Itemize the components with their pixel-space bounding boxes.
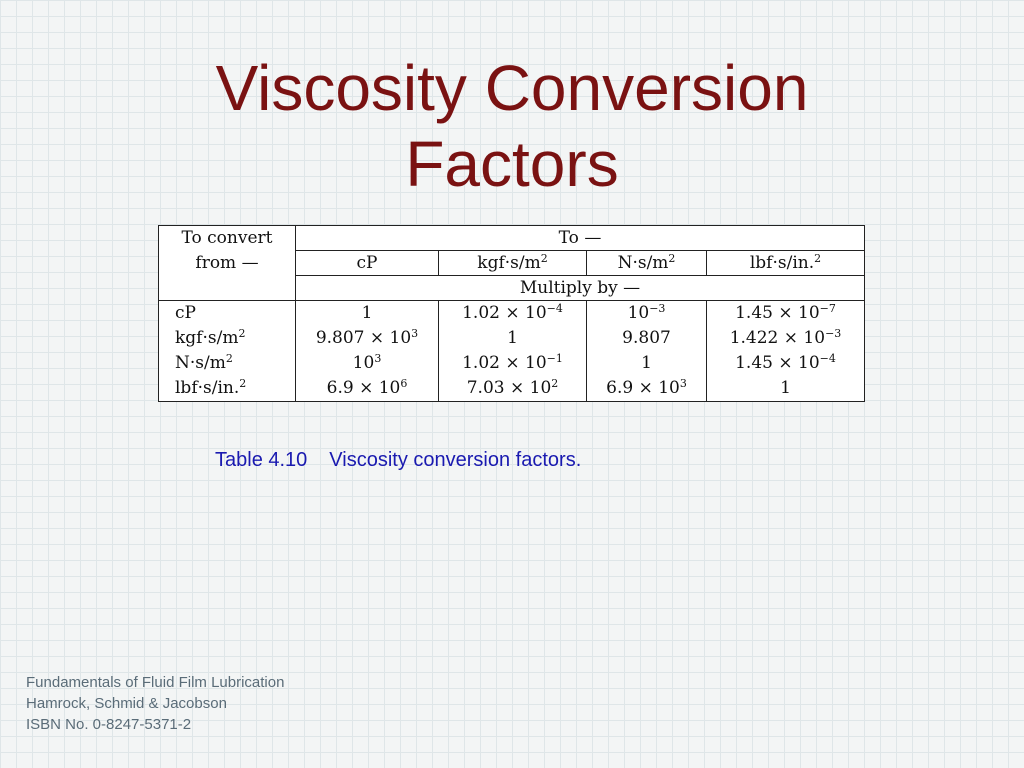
header-from-line2: from —	[195, 253, 259, 273]
table-cell-exponent: 2	[551, 377, 559, 390]
column-header: kgf·s/m2	[439, 252, 586, 274]
caption-text: Viscosity conversion factors.	[329, 449, 582, 471]
table-divider	[295, 250, 864, 251]
table-cell-base: 10	[352, 353, 375, 373]
caption-number: Table 4.10	[215, 449, 308, 471]
table-cell-exponent: 3	[411, 327, 419, 340]
table-cell-exponent: 3	[679, 377, 687, 390]
footer-citation: Fundamentals of Fluid Film Lubrication H…	[26, 672, 284, 735]
footer-authors: Hamrock, Schmid & Jacobson	[26, 695, 227, 712]
table-divider	[586, 301, 587, 401]
table-divider	[586, 251, 587, 276]
table-cell: 1	[439, 327, 586, 349]
table-cell: 7.03 × 102	[439, 377, 586, 399]
header-to: To —	[558, 228, 602, 248]
column-header-base: kgf·s/m	[477, 253, 541, 273]
table-cell-base: 1.45 × 10	[735, 303, 820, 323]
column-header-base: lbf·s/in.	[749, 253, 815, 273]
footer-book-title: Fundamentals of Fluid Film Lubrication	[26, 674, 285, 691]
table-cell-base: 1	[780, 378, 791, 398]
row-label: kgf·s/m2	[175, 327, 295, 349]
column-header-base: N·s/m	[617, 253, 669, 273]
table-cell: 1.02 × 10−4	[439, 302, 586, 324]
row-label: cP	[175, 302, 295, 324]
table-cell: 1.02 × 10−1	[439, 352, 586, 374]
column-header-exponent: 2	[814, 252, 822, 265]
table-cell-base: 9.807	[622, 328, 671, 348]
row-label-base: cP	[175, 303, 196, 323]
table-divider	[706, 251, 707, 276]
footer-isbn: ISBN No. 0-8247-5371-2	[26, 716, 192, 733]
table-cell-exponent: 3	[374, 352, 382, 365]
table-cell-base: 6.9 × 10	[326, 378, 401, 398]
table-divider	[295, 275, 864, 276]
header-from-line1: To convert	[181, 228, 273, 248]
table-cell-exponent: −1	[546, 352, 563, 365]
row-label: N·s/m2	[175, 352, 295, 374]
table-divider	[438, 301, 439, 401]
row-label-exponent: 2	[239, 377, 247, 390]
table-cell: 1.422 × 10−3	[707, 327, 864, 349]
table-cell-exponent: −4	[546, 302, 563, 315]
table-divider	[159, 300, 864, 301]
row-label: lbf·s/in.2	[175, 377, 295, 399]
table-divider	[295, 226, 296, 401]
table-cell: 1	[296, 302, 438, 324]
table-caption: Table 4.10 Viscosity conversion factors.	[215, 449, 581, 472]
row-label-base: lbf·s/in.	[175, 378, 240, 398]
table-cell-base: 6.9 × 10	[606, 378, 680, 398]
column-header: N·s/m2	[587, 252, 706, 274]
column-header-base: cP	[356, 253, 378, 273]
table-cell: 1.45 × 10−4	[707, 352, 864, 374]
table-cell: 6.9 × 106	[296, 377, 438, 399]
column-header: lbf·s/in.2	[707, 252, 864, 274]
table-cell-base: 1.02 × 10	[462, 303, 547, 323]
row-label-exponent: 2	[238, 327, 246, 340]
table-cell-base: 1	[507, 328, 518, 348]
table-cell-base: 7.03 × 10	[466, 378, 552, 398]
table-cell: 1.45 × 10−7	[707, 302, 864, 324]
table-divider	[438, 251, 439, 276]
table-cell: 1	[587, 352, 706, 374]
table-cell-base: 9.807 × 10	[315, 328, 412, 348]
table-cell: 10−3	[587, 302, 706, 324]
table-cell-exponent: −3	[649, 302, 666, 315]
row-label-base: kgf·s/m	[175, 328, 239, 348]
table-cell: 103	[296, 352, 438, 374]
table-cell-base: 1.422 × 10	[729, 328, 826, 348]
table-cell-exponent: −4	[819, 352, 836, 365]
slide-title-line1: Viscosity Conversion	[215, 52, 809, 124]
table-cell: 9.807	[587, 327, 706, 349]
table-cell-base: 10	[627, 303, 650, 323]
table-cell-exponent: 6	[400, 377, 408, 390]
table-cell: 9.807 × 103	[296, 327, 438, 349]
table-cell-base: 1	[361, 303, 373, 323]
slide-title-line2: Factors	[405, 128, 619, 200]
table-cell-base: 1	[641, 353, 652, 373]
header-multiply-by: Multiply by —	[519, 278, 641, 298]
column-header-exponent: 2	[540, 252, 548, 265]
table-cell-base: 1.02 × 10	[462, 353, 547, 373]
table-divider	[706, 301, 707, 401]
conversion-table: To convert from — To — Multiply by — cP k…	[158, 225, 865, 402]
table-cell-exponent: −3	[825, 327, 842, 340]
row-label-exponent: 2	[225, 352, 233, 365]
table-cell: 6.9 × 103	[587, 377, 706, 399]
table-cell-base: 1.45 × 10	[735, 353, 820, 373]
slide-title: Viscosity Conversion Factors	[0, 50, 1024, 202]
column-header: cP	[296, 252, 438, 274]
table-cell: 1	[707, 377, 864, 399]
column-header-exponent: 2	[668, 252, 676, 265]
row-label-base: N·s/m	[175, 353, 226, 373]
table-cell-exponent: −7	[819, 302, 836, 315]
